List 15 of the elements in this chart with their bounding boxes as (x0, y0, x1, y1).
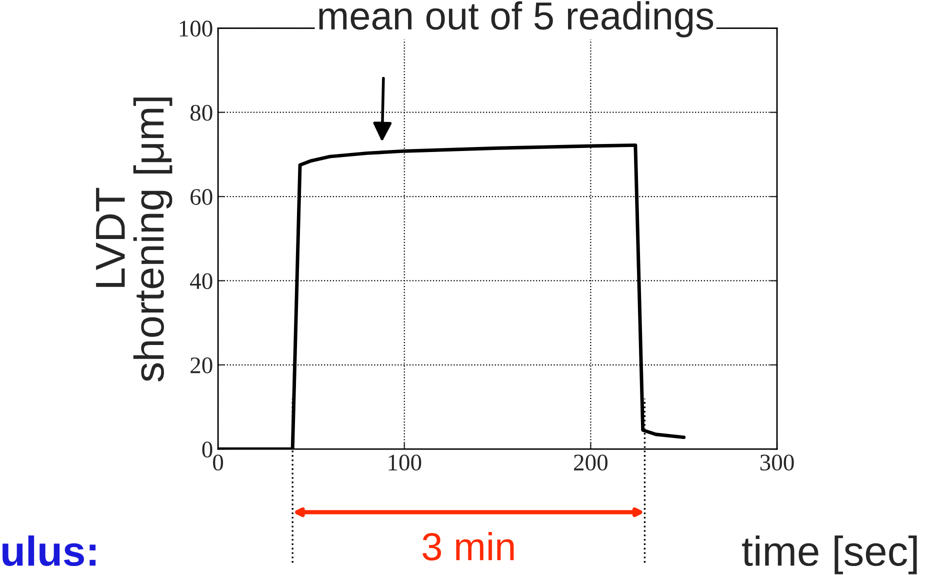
text: ulus: (2, 535, 96, 566)
y-tick-label: 80 (190, 104, 212, 121)
x-tick-label: 200 (574, 454, 608, 471)
y-tick-label: 40 (190, 273, 212, 290)
x-tick-label: 0 (213, 454, 224, 471)
x-axis-title: time [sec] (742, 535, 917, 574)
y-tick-label: 100 (180, 20, 212, 37)
y-tick-label: 60 (190, 189, 212, 205)
x-tick-label: 100 (388, 454, 422, 471)
annotation: mean out of 5 readings (319, 1, 714, 38)
text: 3 min (422, 532, 514, 561)
y-tick-label: 0 (202, 442, 212, 458)
y-tick-label: 20 (190, 357, 212, 374)
x-tick-label: 300 (760, 454, 794, 471)
y-axis-title: LVDT shortening [μm] (96, 98, 172, 382)
